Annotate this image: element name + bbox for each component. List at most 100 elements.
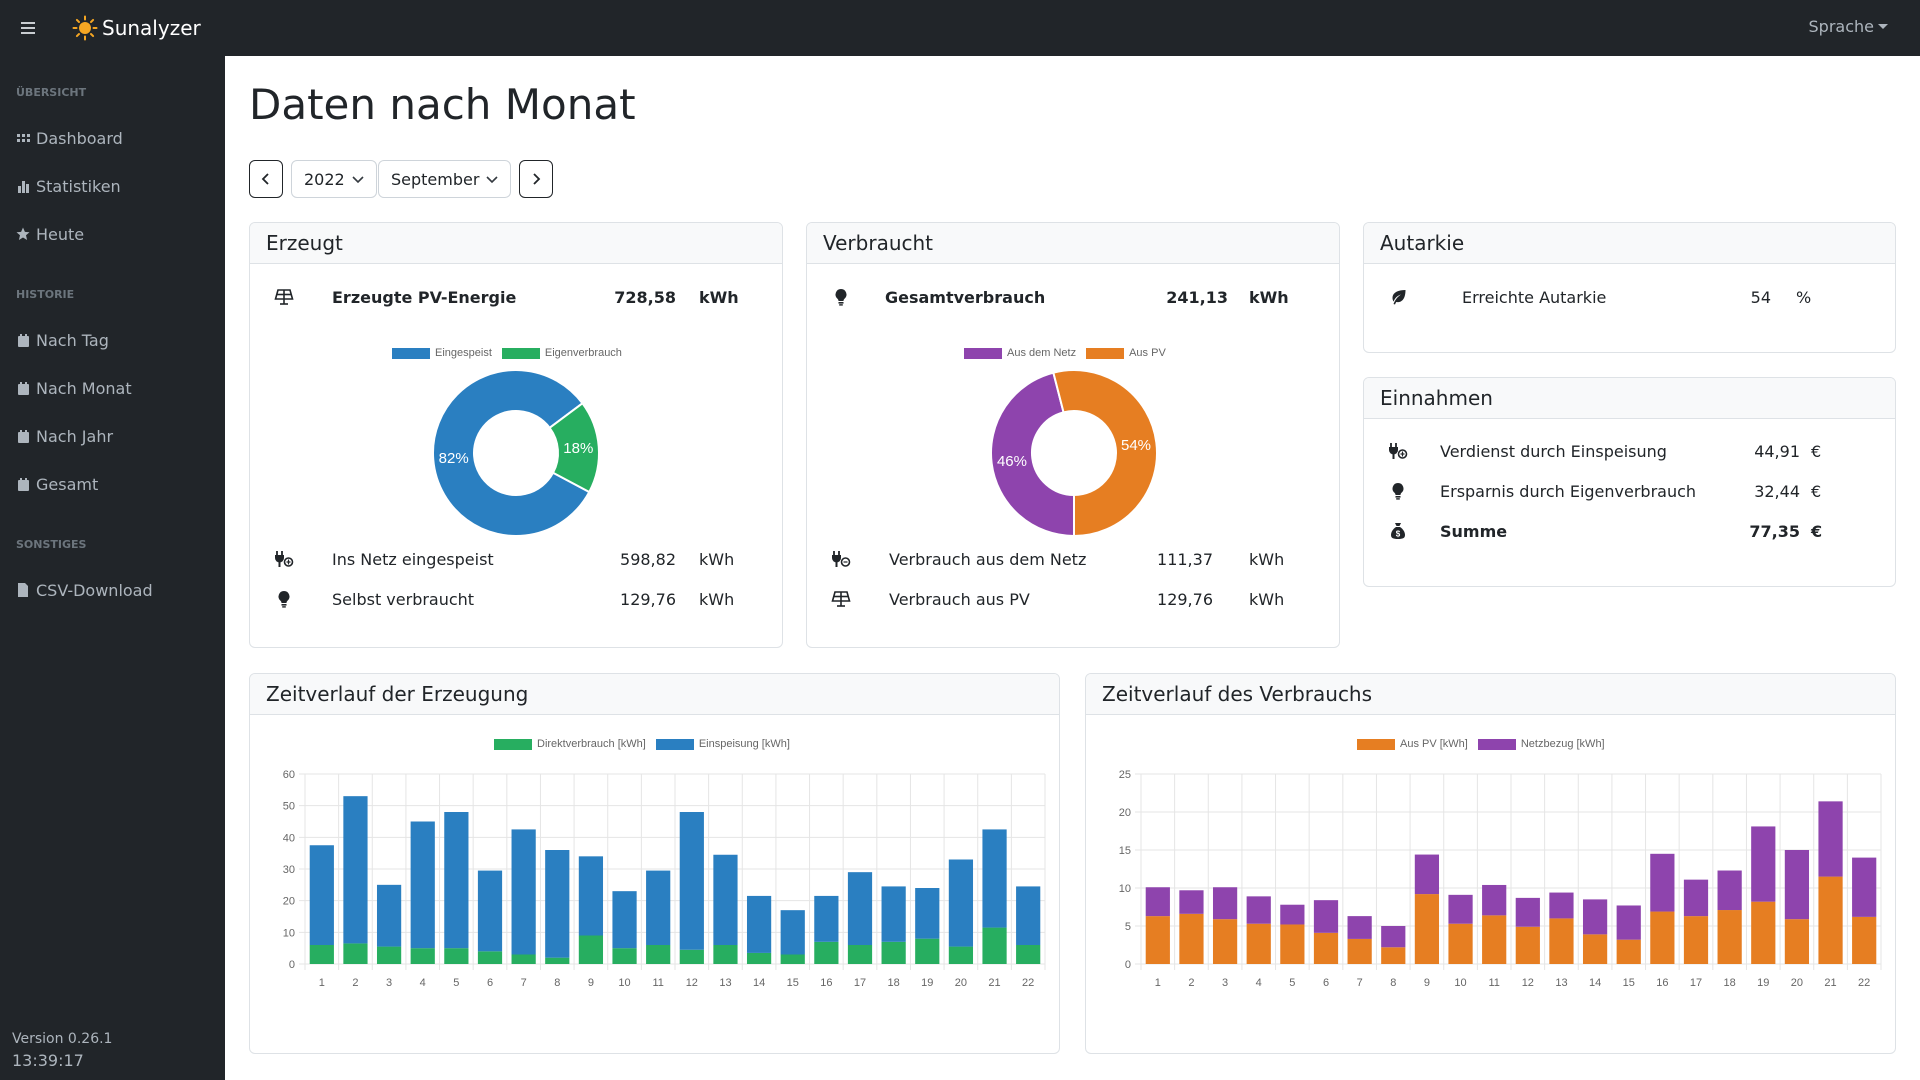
bar-segment	[915, 888, 940, 939]
version-text: Version 0.26.1	[12, 1031, 113, 1047]
x-tick-label: 8	[1390, 977, 1396, 989]
plug-icon	[1388, 441, 1408, 461]
next-month-button[interactable]	[519, 160, 553, 198]
bar-segment	[1179, 890, 1204, 914]
sidebar-item-csv-download[interactable]: CSV-Download	[0, 570, 225, 610]
row-unit: kWh	[699, 589, 735, 609]
x-tick-label: 2	[352, 977, 358, 989]
bar-segment	[1717, 910, 1742, 964]
sidebar-item-gesamt[interactable]: Gesamt	[0, 464, 225, 504]
legend-swatch	[1477, 738, 1516, 750]
erzeugt-card-title: Erzeugt	[250, 223, 782, 264]
timeline-erzeugung-title: Zeitverlauf der Erzeugung	[250, 674, 1059, 715]
y-tick-label: 60	[283, 769, 295, 781]
bar-segment	[1448, 894, 1473, 924]
legend-swatch	[494, 738, 532, 750]
sidebar-item-heute[interactable]: Heute	[0, 214, 225, 254]
top-navbar: Sunalyzer Sprache	[0, 0, 1920, 56]
bar-segment	[612, 891, 637, 949]
bar-segment	[679, 949, 704, 964]
calendar-icon	[16, 333, 30, 347]
row-value: 32,44	[1754, 481, 1800, 501]
sidebar-item-nach-jahr[interactable]: Nach Jahr	[0, 416, 225, 456]
calendar-icon	[16, 381, 30, 395]
x-tick-label: 3	[1222, 977, 1228, 989]
einnahmen-row-summe: $ Summe 77,35 €	[1388, 519, 1868, 543]
row-value: 44,91	[1754, 441, 1800, 461]
x-tick-label: 11	[1488, 977, 1499, 989]
brand[interactable]: Sunalyzer	[72, 15, 201, 41]
y-tick-label: 15	[1119, 845, 1131, 857]
x-tick-label: 10	[1454, 977, 1466, 989]
bar-segment	[1482, 915, 1507, 964]
erzeugt-row-eingespeist: Ins Netz eingespeist 598,82 kWh	[274, 547, 754, 571]
bar-segment	[376, 884, 402, 947]
chevron-right-icon	[533, 173, 541, 185]
sidebar-item-dashboard[interactable]: Dashboard	[0, 118, 225, 158]
chevron-left-icon	[261, 173, 269, 185]
bar-segment	[1145, 916, 1170, 964]
y-tick-label: 30	[283, 864, 295, 876]
sidebar-item-nach-monat[interactable]: Nach Monat	[0, 368, 225, 408]
bar-segment	[1347, 916, 1372, 939]
month-select[interactable]: September	[378, 160, 511, 198]
year-select[interactable]: 2022	[291, 160, 377, 198]
star-icon	[16, 227, 30, 241]
sidebar-item-statistiken[interactable]: Statistiken	[0, 166, 225, 206]
pie-slice-label: 54%	[1121, 437, 1151, 454]
bar-segment	[1414, 894, 1440, 964]
sidebar: ÜBERSICHT Dashboard Statistiken Heute HI…	[0, 56, 225, 1080]
bar-segment	[343, 796, 368, 944]
x-tick-label: 2	[1188, 977, 1194, 989]
timeline-verbrauch-legend: Aus PV [kWh] Netzbezug [kWh]	[1357, 738, 1615, 750]
x-tick-label: 1	[1155, 977, 1161, 989]
bar-segment	[477, 951, 503, 964]
bar-segment	[1515, 926, 1540, 964]
lightbulb-icon	[274, 589, 294, 609]
verbraucht-doughnut-chart: 46% 54%	[990, 369, 1158, 538]
legend-item: Eingespeist	[392, 347, 492, 359]
legend-label: Aus PV	[1129, 347, 1166, 359]
sidebar-item-label: Dashboard	[36, 128, 123, 148]
calendar-icon	[16, 477, 30, 491]
bar-segment	[1852, 857, 1877, 917]
bar-chart-icon	[16, 179, 30, 193]
bar-segment	[1246, 923, 1271, 964]
bar-segment	[881, 886, 906, 942]
language-dropdown[interactable]: Sprache	[1809, 17, 1888, 36]
row-label: Ersparnis durch Eigenverbrauch	[1440, 481, 1697, 501]
bar-segment	[881, 941, 906, 964]
pie-slice	[548, 401, 600, 494]
verbraucht-main-unit: kWh	[1249, 287, 1289, 307]
bar-segment	[410, 948, 435, 964]
bar-segment	[1549, 892, 1574, 919]
solar-panel-icon	[831, 589, 851, 609]
y-tick-label: 20	[283, 896, 295, 908]
bar-segment	[1280, 904, 1305, 925]
menu-toggle-icon[interactable]	[20, 18, 46, 38]
x-tick-label: 1	[319, 977, 325, 989]
x-tick-label: 22	[1858, 977, 1870, 989]
verbraucht-main-row: Gesamtverbrauch 241,13 kWh	[831, 285, 1311, 309]
bar-segment	[1246, 896, 1271, 924]
x-tick-label: 17	[1690, 977, 1702, 989]
legend-item: Aus dem Netz	[964, 347, 1076, 359]
x-tick-label: 4	[1256, 977, 1262, 989]
row-value: 77,35	[1749, 521, 1800, 541]
legend-label: Aus PV [kWh]	[1400, 738, 1468, 750]
previous-month-button[interactable]	[249, 160, 283, 198]
erzeugt-main-value: 728,58	[614, 287, 676, 307]
sidebar-heading-uebersicht: ÜBERSICHT	[16, 86, 87, 99]
bar-segment	[1179, 913, 1204, 964]
legend-swatch	[964, 347, 1002, 359]
verbraucht-row-netz: Verbrauch aus dem Netz 111,37 kWh	[831, 547, 1311, 571]
bar-segment	[780, 910, 805, 955]
x-tick-label: 9	[1424, 977, 1430, 989]
autarkie-row: Erreichte Autarkie 54 %	[1388, 285, 1868, 309]
bar-segment	[578, 856, 604, 936]
bar-segment	[814, 941, 839, 964]
bar-segment	[1582, 934, 1608, 964]
chevron-down-icon	[352, 176, 364, 184]
pie-slice-label: 82%	[439, 450, 469, 467]
sidebar-item-nach-tag[interactable]: Nach Tag	[0, 320, 225, 360]
